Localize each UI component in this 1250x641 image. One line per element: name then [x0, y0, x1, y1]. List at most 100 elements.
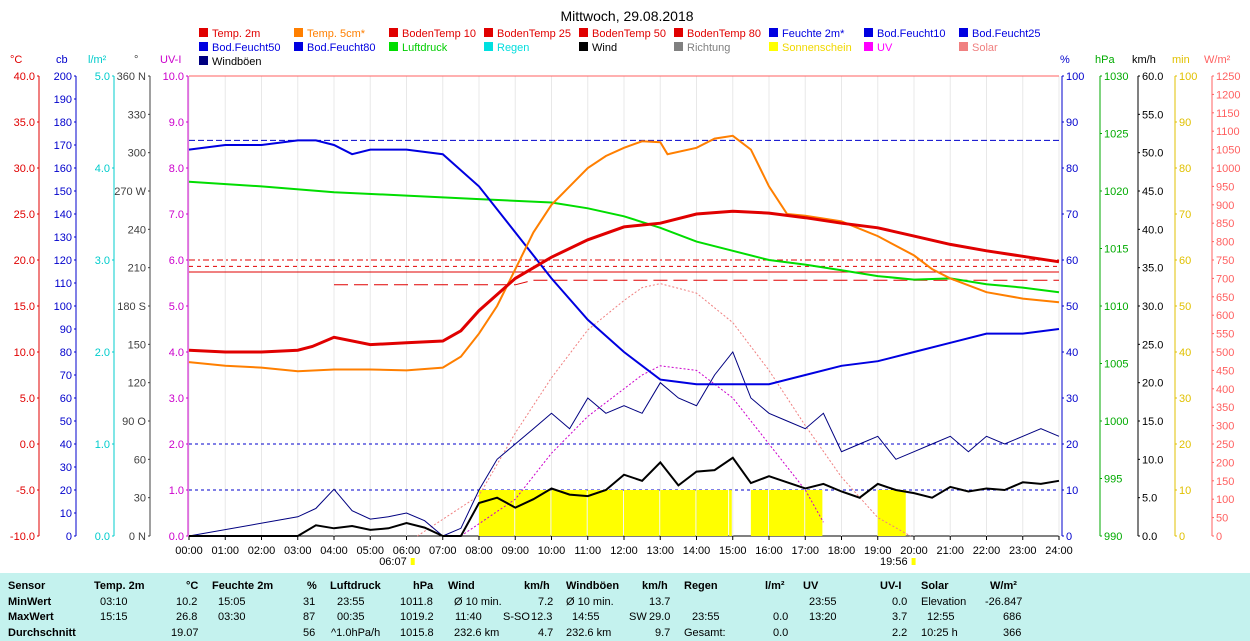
rain-header: Regen — [684, 580, 718, 592]
legend: Temp. 2m Temp. 5cm* BodenTemp 10 BodenTemp … — [199, 28, 1041, 68]
legend-label: Feuchte 2m* — [782, 28, 845, 40]
legend-swatch — [959, 28, 968, 37]
y-tick-label: 0.0 — [169, 531, 184, 543]
legend-swatch — [579, 28, 588, 37]
x-tick-label: 16:00 — [755, 545, 783, 557]
y-tick-label: 50 — [1216, 513, 1228, 525]
sunshine-bar — [729, 490, 732, 536]
y-tick-label: 1250 — [1216, 71, 1240, 83]
x-tick-label: 04:00 — [320, 545, 348, 557]
sunshine-bar — [624, 490, 660, 536]
y-tick-label: 40 — [1066, 347, 1078, 359]
solar-line — [417, 283, 911, 537]
y-tick-label: 850 — [1216, 218, 1234, 230]
y-axis-unit: hPa — [1095, 54, 1115, 66]
gust-min: 13.7 — [649, 596, 671, 608]
y-tick-label: 3.0 — [95, 255, 110, 267]
x-tick-label: 15:00 — [719, 545, 747, 557]
sunshine-bar — [515, 490, 551, 536]
hum-header: Feuchte 2m — [212, 580, 274, 592]
y-tick-label: 1000 — [1216, 163, 1240, 175]
rain-total-label: Gesamt: — [684, 627, 726, 639]
legend-swatch — [199, 42, 208, 51]
legend-swatch — [579, 42, 588, 51]
y-tick-label: 60 — [1179, 255, 1191, 267]
y-tick-label: 8.0 — [169, 163, 184, 175]
y-tick-label: 30 — [60, 462, 72, 474]
x-tick-label: 01:00 — [211, 545, 239, 557]
y-tick-label: 20 — [1066, 439, 1078, 451]
statistics-table: Sensor MinWert MaxWert Durchschnitt Temp… — [0, 573, 1250, 641]
legend-swatch — [484, 42, 493, 51]
sunshine-bar — [877, 490, 906, 536]
press-unit: hPa — [413, 580, 434, 592]
press-max: 1019.2 — [400, 611, 434, 623]
y-tick-label: 700 — [1216, 273, 1234, 285]
temp-min: 10.2 — [176, 596, 198, 608]
legend-label: UV — [877, 42, 893, 54]
y-tick-label: 30 — [1179, 393, 1191, 405]
rain-total: 0.0 — [773, 627, 789, 639]
legend-swatch — [389, 28, 398, 37]
hum-unit: % — [307, 580, 317, 592]
temp-max-time: 15:15 — [100, 611, 128, 623]
y-tick-label: 40.0 — [1142, 224, 1163, 236]
x-tick-label: 12:00 — [610, 545, 638, 557]
legend-label: Richtung — [687, 42, 730, 54]
legend-label: Sonnenschein — [782, 42, 852, 54]
legend-label: Windböen — [212, 56, 262, 68]
y-tick-label: 300 — [128, 148, 146, 160]
legend-swatch — [769, 42, 778, 51]
legend-label: Bod.Feucht50 — [212, 42, 281, 54]
y-tick-label: 15.0 — [14, 301, 35, 313]
y-tick-label: 990 — [1104, 531, 1122, 543]
y-tick-label: 250 — [1216, 439, 1234, 451]
temp-max: 26.8 — [176, 611, 198, 623]
wind-min: 7.2 — [538, 596, 554, 608]
legend-label: Temp. 2m — [212, 28, 260, 40]
solar-duration: 10:25 h — [921, 627, 958, 639]
temp-5cm-line — [188, 134, 1060, 373]
gust-unit: km/h — [642, 580, 668, 592]
y-tick-label: 70 — [60, 370, 72, 382]
sunrise-marker — [410, 558, 415, 565]
legend-swatch — [864, 28, 873, 37]
y-tick-label: 90 — [1179, 117, 1191, 129]
y-tick-label: 950 — [1216, 181, 1234, 193]
x-tick-label: 24:00 — [1045, 545, 1073, 557]
y-tick-label: 300 — [1216, 421, 1234, 433]
legend-swatch — [389, 42, 398, 51]
y-tick-label: 40 — [1179, 347, 1191, 359]
press-min-time: 23:55 — [337, 596, 365, 608]
y-tick-label: 10 — [60, 508, 72, 520]
y-tick-label: 25.0 — [14, 209, 35, 221]
y-tick-label: 180 S — [117, 301, 146, 313]
legend-label: BodenTemp 80 — [687, 28, 761, 40]
y-tick-label: 500 — [1216, 347, 1234, 359]
y-tick-label: 100 — [54, 301, 72, 313]
chart-title: Mittwoch, 29.08.2018 — [560, 8, 693, 24]
gust-distance: 232.6 km — [566, 627, 612, 639]
legend-swatch — [199, 56, 208, 65]
uv-header: UV — [803, 580, 819, 592]
y-tick-label: 10 — [1066, 485, 1078, 497]
y-tick-label: 100 — [1066, 71, 1084, 83]
y-axis-unit: min — [1172, 54, 1190, 66]
y-tick-label: 0.0 — [20, 439, 35, 451]
row-label-avg: Durchschnitt — [8, 627, 76, 639]
y-tick-label: 1030 — [1104, 71, 1128, 83]
y-tick-label: 200 — [54, 71, 72, 83]
y-tick-label: 150 — [54, 186, 72, 198]
x-tick-label: 00:00 — [175, 545, 203, 557]
sunshine-bar — [750, 490, 768, 536]
y-tick-label: 120 — [54, 255, 72, 267]
y-tick-label: 90 O — [122, 416, 146, 428]
legend-label: BodenTemp 10 — [402, 28, 476, 40]
legend-swatch — [769, 28, 778, 37]
x-tick-label: 20:00 — [900, 545, 928, 557]
y-tick-label: 50.0 — [1142, 148, 1163, 160]
y-axis-unit: km/h — [1132, 54, 1156, 66]
y-axis-unit: l/m² — [88, 54, 107, 66]
y-tick-label: 1000 — [1104, 416, 1128, 428]
legend-swatch — [199, 28, 208, 37]
